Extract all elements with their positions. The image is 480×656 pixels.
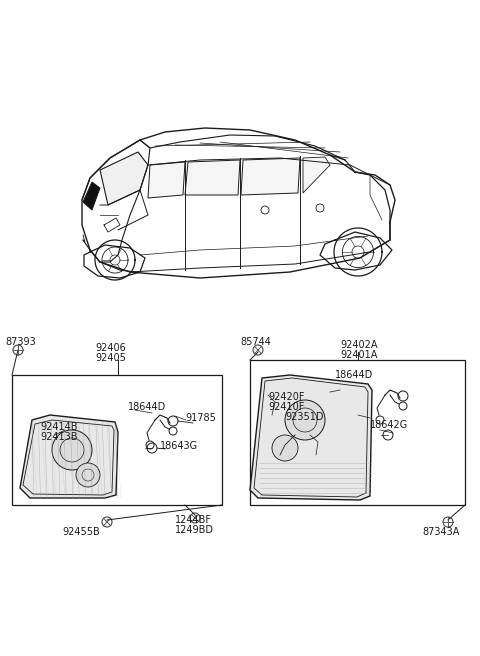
Text: 91785: 91785: [185, 413, 216, 423]
Text: 92405: 92405: [95, 353, 126, 363]
Text: 92351D: 92351D: [285, 412, 324, 422]
Text: 92401A: 92401A: [340, 350, 377, 360]
Text: 92455B: 92455B: [62, 527, 100, 537]
Circle shape: [52, 430, 92, 470]
Text: 87343A: 87343A: [422, 527, 459, 537]
Text: 18644D: 18644D: [128, 402, 166, 412]
Text: 92406: 92406: [95, 343, 126, 353]
Text: 92410F: 92410F: [268, 402, 304, 412]
Polygon shape: [20, 415, 118, 498]
Text: 92414B: 92414B: [40, 422, 77, 432]
Circle shape: [285, 400, 325, 440]
Circle shape: [272, 435, 298, 461]
Polygon shape: [250, 375, 372, 500]
Polygon shape: [100, 152, 148, 205]
Text: 92413B: 92413B: [40, 432, 77, 442]
Text: 1249BD: 1249BD: [175, 525, 214, 535]
Bar: [250, 360, 465, 505]
Text: 92402A: 92402A: [340, 340, 377, 350]
Polygon shape: [185, 160, 240, 195]
Circle shape: [76, 463, 100, 487]
Text: 18643G: 18643G: [160, 441, 198, 451]
Text: 87393: 87393: [5, 337, 36, 347]
Text: 18642G: 18642G: [370, 420, 408, 430]
Polygon shape: [303, 157, 330, 193]
Polygon shape: [148, 162, 185, 198]
Text: 92420F: 92420F: [268, 392, 304, 402]
Polygon shape: [83, 182, 100, 210]
Text: 85744: 85744: [240, 337, 271, 347]
Text: 18644D: 18644D: [335, 370, 373, 380]
Polygon shape: [241, 158, 300, 195]
Text: 1244BF: 1244BF: [175, 515, 212, 525]
Bar: [12, 375, 222, 505]
